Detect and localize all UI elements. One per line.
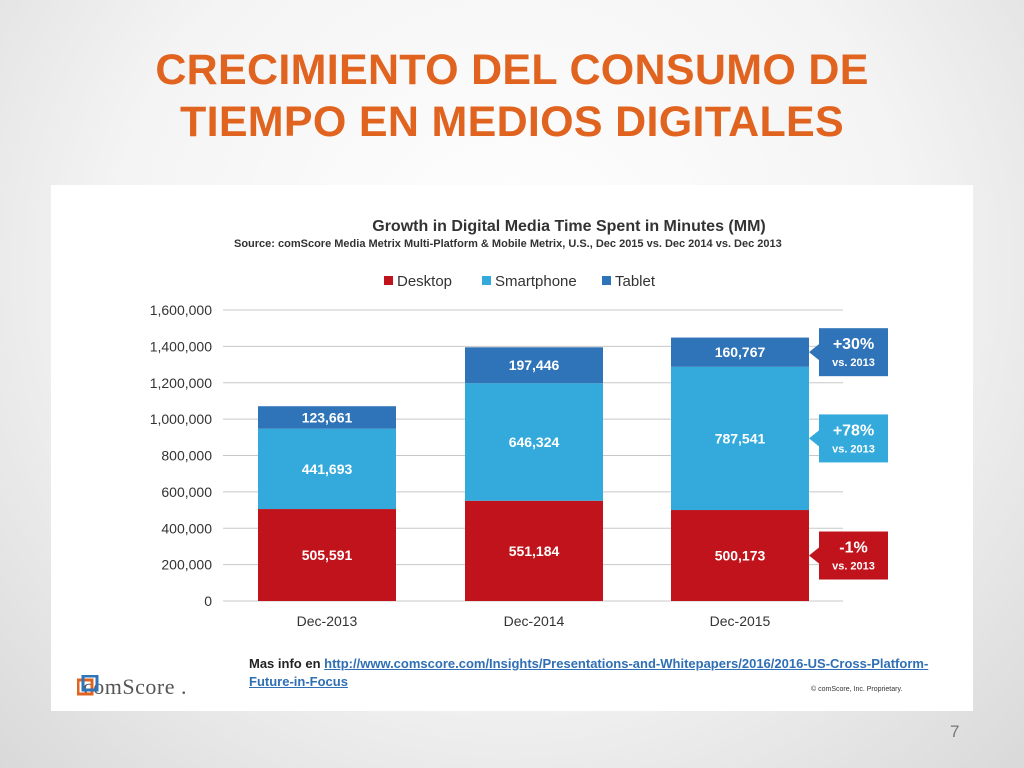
callout-pointer [809, 547, 819, 564]
bar-smartphone-dec-2014 [465, 383, 603, 501]
y-tick-label: 200,000 [161, 557, 212, 573]
legend-label-tablet: Tablet [615, 273, 656, 290]
data-label-smartphone-dec-2014: 646,324 [509, 434, 560, 450]
stacked-bar-chart: Growth in Digital Media Time Spent in Mi… [150, 218, 888, 629]
callout-baseline-smartphone: vs. 2013 [832, 443, 875, 455]
callout-change-desktop: -1% [839, 540, 867, 557]
comscore-report-link[interactable]: http://www.comscore.com/Insights/Present… [249, 656, 929, 689]
copyright-note: © comScore, Inc. Proprietary. [811, 686, 903, 693]
data-label-tablet-dec-2014: 197,446 [509, 357, 560, 373]
callout-change-smartphone: +78% [833, 422, 874, 439]
y-tick-label: 1,600,000 [150, 302, 212, 318]
data-label-desktop-dec-2014: 551,184 [509, 543, 560, 559]
bar-tablet-dec-2013 [258, 406, 396, 429]
page-number: 7 [950, 722, 960, 741]
comscore-logo: comScore. [77, 674, 187, 699]
chart-title: Growth in Digital Media Time Spent in Mi… [372, 218, 765, 235]
legend-label-desktop: Desktop [397, 273, 452, 290]
legend-swatch-tablet [602, 276, 611, 285]
y-tick-label: 1,400,000 [150, 338, 212, 354]
bar-desktop-dec-2013 [258, 509, 396, 601]
comscore-logo-mark-icon [77, 675, 99, 696]
legend-label-smartphone: Smartphone [495, 273, 577, 290]
chart-panel: Growth in Digital Media Time Spent in Mi… [51, 185, 973, 711]
data-label-smartphone-dec-2013: 441,693 [302, 461, 353, 477]
y-tick-label: 1,000,000 [150, 411, 212, 427]
bar-smartphone-dec-2013 [258, 428, 396, 510]
logo-dot: . [180, 674, 187, 699]
callout-box-desktop [819, 531, 888, 580]
data-label-tablet-dec-2015: 160,767 [715, 344, 766, 360]
callout-box-tablet [819, 328, 888, 377]
y-tick-label: 400,000 [161, 520, 212, 536]
more-info-text: Mas info en http://www.comscore.com/Insi… [249, 655, 929, 691]
slide-title: CRECIMIENTO DEL CONSUMO DE TIEMPO EN MED… [60, 44, 964, 148]
callout-change-tablet: +30% [833, 336, 874, 353]
y-tick-label: 1,200,000 [150, 375, 212, 391]
data-label-smartphone-dec-2015: 787,541 [715, 430, 766, 446]
bar-tablet-dec-2015 [671, 337, 809, 367]
bar-desktop-dec-2015 [671, 510, 809, 601]
slide-title-line-2: TIEMPO EN MEDIOS DIGITALES [180, 98, 844, 146]
y-tick-label: 600,000 [161, 484, 212, 500]
chart-subtitle: Source: comScore Media Metrix Multi-Plat… [234, 238, 782, 250]
callout-baseline-tablet: vs. 2013 [832, 357, 875, 369]
callout-box-smartphone [819, 414, 888, 463]
data-label-desktop-dec-2015: 500,173 [715, 548, 766, 564]
callout-pointer [809, 344, 819, 361]
bar-desktop-dec-2014 [465, 500, 603, 601]
y-tick-label: 800,000 [161, 448, 212, 464]
callout-pointer [809, 430, 819, 447]
callout-baseline-desktop: vs. 2013 [832, 561, 875, 573]
x-tick-label: Dec-2015 [710, 613, 771, 629]
x-tick-label: Dec-2014 [504, 613, 565, 629]
bar-smartphone-dec-2015 [671, 366, 809, 511]
slide-title-line-1: CRECIMIENTO DEL CONSUMO DE [155, 46, 869, 94]
bar-tablet-dec-2014 [465, 347, 603, 384]
more-info-prefix: Mas info en [249, 656, 325, 671]
data-label-tablet-dec-2013: 123,661 [302, 409, 353, 425]
legend-swatch-desktop [384, 276, 393, 285]
y-tick-label: 0 [204, 593, 212, 609]
data-label-desktop-dec-2013: 505,591 [302, 547, 353, 563]
legend-swatch-smartphone [482, 276, 491, 285]
x-tick-label: Dec-2013 [297, 613, 358, 629]
